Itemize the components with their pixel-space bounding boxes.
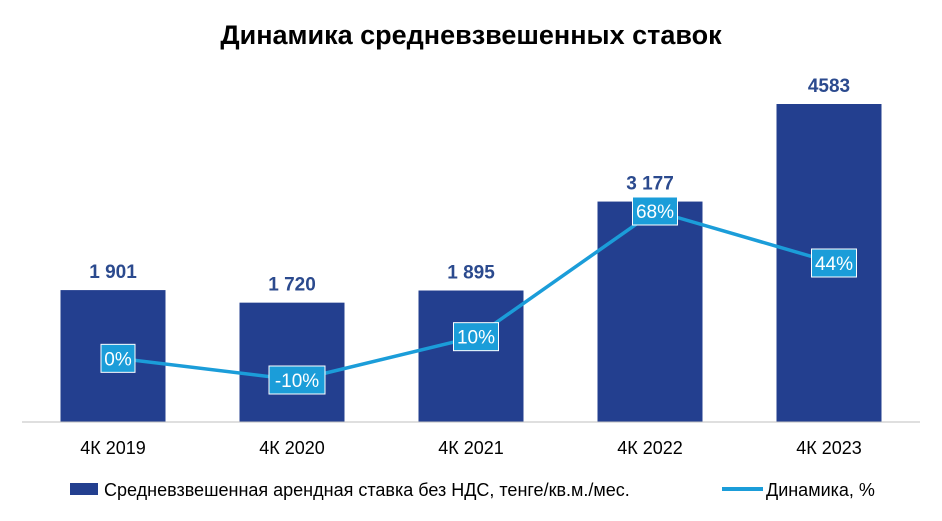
legend-bar-swatch <box>70 483 98 495</box>
x-tick-label-1: 4К 2019 <box>80 438 146 458</box>
bar-value-label-2: 1 720 <box>268 275 316 296</box>
line-point-marker-4 <box>632 196 678 226</box>
line-point-marker-5 <box>811 248 857 278</box>
legend-bar-label: Средневзвешенная арендная ставка без НДС… <box>104 480 630 500</box>
bar-3 <box>418 290 524 422</box>
line-point-marker-1 <box>100 343 136 373</box>
line-point-marker-3 <box>453 322 499 352</box>
bar-value-label-3: 1 895 <box>447 263 495 284</box>
legend: Средневзвешенная арендная ставка без НДС… <box>70 480 875 500</box>
x-tick-label-4: 4К 2022 <box>617 438 683 458</box>
bar-value-label-4: 3 177 <box>626 174 674 195</box>
bar-2 <box>239 302 345 422</box>
bar-4 <box>597 201 703 422</box>
line-value-label-4: 68% <box>636 202 674 223</box>
x-tick-labels: 4К 2019 4К 2020 4К 2021 4К 2022 4К 2023 <box>80 438 862 458</box>
line-value-label-2: -10% <box>275 371 319 392</box>
x-tick-label-3: 4К 2021 <box>438 438 504 458</box>
line-value-label-3: 10% <box>457 328 495 349</box>
bars-group: 1 901 1 720 1 895 3 177 4583 <box>60 76 882 422</box>
chart-title: Динамика средневзвешенных ставок <box>220 20 722 50</box>
line-value-label-5: 44% <box>815 254 853 275</box>
bar-value-label-1: 1 901 <box>89 262 137 283</box>
line-point-marker-2 <box>268 365 326 395</box>
bar-value-label-5: 4583 <box>808 76 850 97</box>
legend-line-label: Динамика, % <box>766 480 875 500</box>
line-series-group: 0% -10% 10% 68% 44% <box>100 196 857 395</box>
x-tick-label-5: 4К 2023 <box>796 438 862 458</box>
x-tick-label-2: 4К 2020 <box>259 438 325 458</box>
line-value-label-1: 0% <box>104 349 132 370</box>
